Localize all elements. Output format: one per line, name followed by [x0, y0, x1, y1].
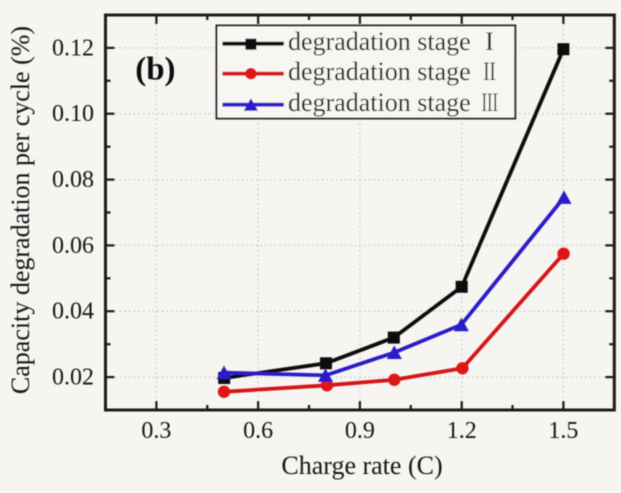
svg-text:1.5: 1.5: [548, 418, 578, 444]
svg-text:I: I: [485, 27, 494, 56]
svg-text:degradation stage: degradation stage: [288, 88, 471, 117]
svg-text:III: III: [482, 88, 499, 117]
svg-text:0.12: 0.12: [52, 35, 94, 61]
svg-text:degradation stage: degradation stage: [288, 27, 471, 56]
svg-text:II: II: [483, 57, 496, 86]
svg-text:0.06: 0.06: [52, 233, 94, 259]
svg-text:0.02: 0.02: [52, 365, 94, 391]
svg-text:Charge rate (C): Charge rate (C): [281, 451, 442, 480]
svg-text:1.2: 1.2: [447, 418, 477, 444]
svg-text:0.08: 0.08: [52, 167, 94, 193]
svg-text:0.3: 0.3: [141, 418, 171, 444]
svg-text:degradation stage: degradation stage: [288, 57, 471, 86]
svg-text:0.10: 0.10: [52, 101, 94, 127]
svg-text:0.6: 0.6: [243, 418, 273, 444]
svg-text:Capacity degradation per cycle: Capacity degradation per cycle (%): [6, 26, 35, 394]
svg-text:0.04: 0.04: [52, 299, 94, 325]
svg-text:(b): (b): [135, 52, 175, 88]
svg-text:0.9: 0.9: [345, 418, 375, 444]
